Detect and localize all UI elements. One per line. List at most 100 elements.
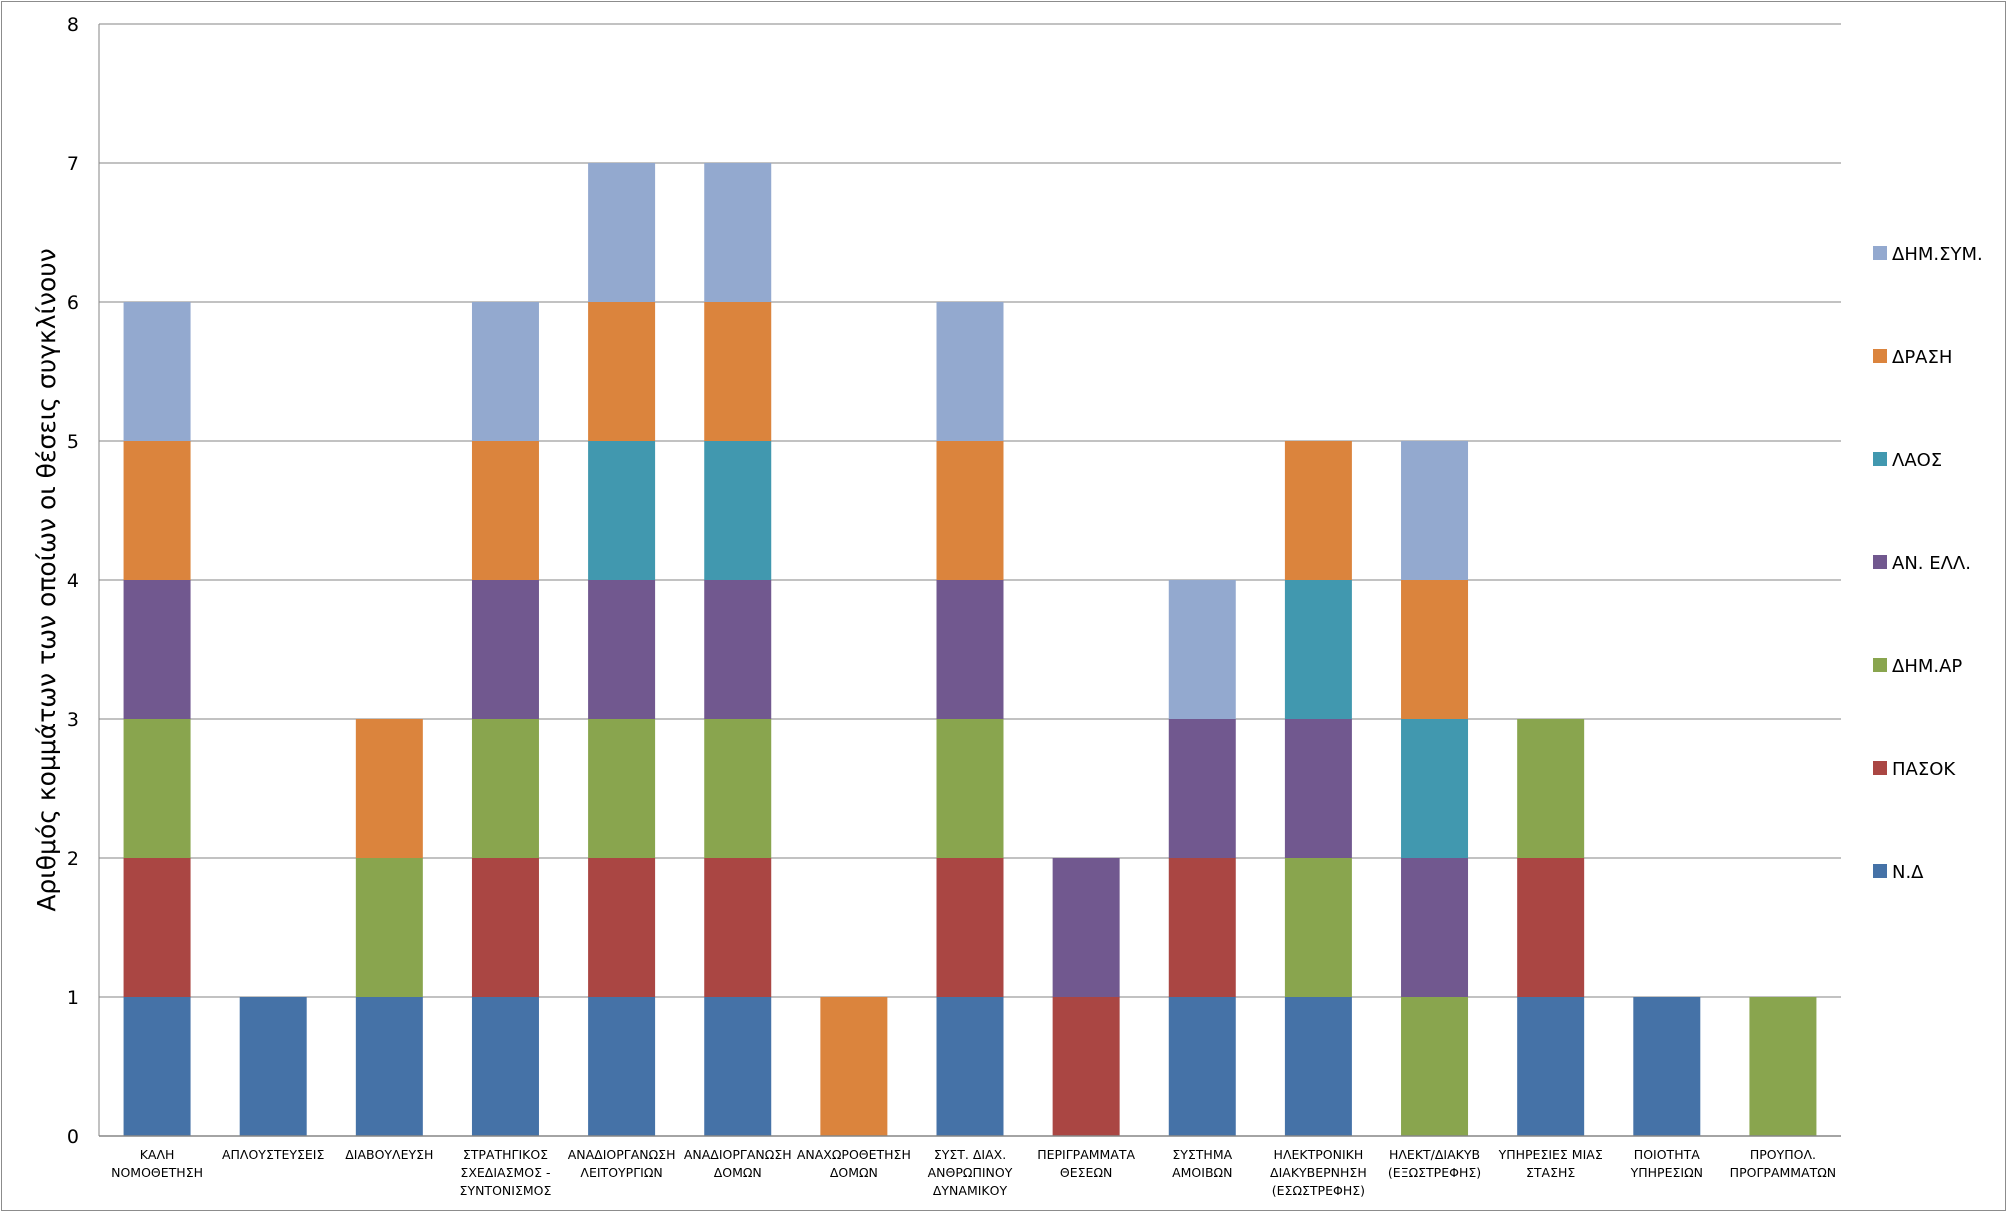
bar-segment <box>936 302 1004 441</box>
bar-segment <box>123 580 191 719</box>
x-category-label: ΠΟΙΟΤΗΤΑ <box>1634 1147 1700 1162</box>
y-tick-labels: 0 1 2 3 4 5 6 7 8 <box>67 14 79 1148</box>
x-category-label: ΥΠΗΡΕΣΙΕΣ ΜΙΑΣ <box>1498 1147 1603 1162</box>
bar-segment <box>1284 719 1352 858</box>
bar-segment <box>1401 858 1469 997</box>
bar-segment <box>471 858 539 997</box>
x-category-label: ΑΝΑΔΙΟΡΓΑΝΩΣΗ <box>568 1147 676 1162</box>
bar-segment <box>1168 997 1236 1136</box>
bar-segment <box>355 719 423 858</box>
bar-segment <box>471 580 539 719</box>
bar-segment <box>704 580 772 719</box>
y-axis-label: Αριθμός κομμάτων των οποίων οι θέσεις συ… <box>32 248 61 911</box>
legend-swatch <box>1873 452 1887 466</box>
x-category-label: ΑΝΘΡΩΠΙΝΟΥ <box>928 1165 1013 1180</box>
bar-segment <box>588 441 656 580</box>
legend: ΔΗΜ.ΣΥΜ. ΔΡΑΣΗ ΛΑΟΣ ΑΝ. ΕΛΛ. ΔΗΜ.ΑΡ ΠΑΣΟΚ Ν.Δ <box>1873 244 1983 883</box>
bar-segment <box>471 302 539 441</box>
legend-label: Ν.Δ <box>1892 862 1924 883</box>
bar-segment <box>471 441 539 580</box>
x-category-label: ΗΛΕΚΤΡΟΝΙΚΗ <box>1274 1147 1364 1162</box>
x-category-label: ΘΕΣΕΩΝ <box>1060 1165 1112 1180</box>
x-category-label: ΑΠΛΟΥΣΤΕΥΣΕΙΣ <box>222 1147 325 1162</box>
y-tick-label: 2 <box>67 848 79 870</box>
legend-label: ΠΑΣΟΚ <box>1892 759 1956 780</box>
x-category-label: ΣΤΡΑΤΗΓΙΚΟΣ <box>463 1147 548 1162</box>
bar-segment <box>1517 997 1585 1136</box>
bars <box>123 163 1817 1136</box>
legend-label: ΔΗΜ.ΑΡ <box>1892 656 1962 677</box>
bar-segment <box>1401 719 1469 858</box>
y-tick-label: 4 <box>67 570 79 592</box>
legend-label: ΔΡΑΣΗ <box>1892 347 1952 368</box>
bar-segment <box>1401 441 1469 580</box>
x-category-label: ΥΠΗΡΕΣΙΩΝ <box>1630 1165 1703 1180</box>
x-category-label: ΣΥΣΤ. ΔΙΑΧ. <box>934 1147 1006 1162</box>
bar-segment <box>123 997 191 1136</box>
bar-segment <box>1052 858 1120 997</box>
bar-segment <box>1284 858 1352 997</box>
bar-segment <box>1168 858 1236 997</box>
x-category-label: ΣΧΕΔΙΑΣΜΟΣ - <box>460 1165 550 1180</box>
y-tick-label: 3 <box>67 709 79 731</box>
bar-segment <box>1284 441 1352 580</box>
bar-segment <box>588 580 656 719</box>
bar-segment <box>588 163 656 302</box>
legend-label: ΛΑΟΣ <box>1892 450 1942 471</box>
y-tick-label: 5 <box>67 431 79 453</box>
y-tick-label: 8 <box>67 14 79 36</box>
bar-segment <box>1401 580 1469 719</box>
x-category-label: ΔΙΑΒΟΥΛΕΥΣΗ <box>345 1147 433 1162</box>
bar-segment <box>588 302 656 441</box>
bar-segment <box>936 997 1004 1136</box>
bar-segment <box>588 719 656 858</box>
bar-segment <box>1401 997 1469 1136</box>
x-category-label: ΔΥΝΑΜΙΚΟΥ <box>933 1183 1008 1198</box>
bar-segment <box>471 997 539 1136</box>
bar-segment <box>588 997 656 1136</box>
bar-segment <box>123 858 191 997</box>
bar-segment <box>1284 580 1352 719</box>
bar-segment <box>936 719 1004 858</box>
bar-segment <box>123 441 191 580</box>
bar-segment <box>123 719 191 858</box>
legend-label: ΔΗΜ.ΣΥΜ. <box>1892 244 1983 265</box>
x-category-label: ΠΡΟΓΡΑΜΜΑΤΩΝ <box>1730 1165 1837 1180</box>
legend-swatch <box>1873 864 1887 878</box>
x-category-label: ΛΕΙΤΟΥΡΓΙΩΝ <box>580 1165 662 1180</box>
bar-segment <box>1168 719 1236 858</box>
x-category-label: ΠΡΟΥΠΟΛ. <box>1750 1147 1816 1162</box>
bar-segment <box>936 580 1004 719</box>
bar-segment <box>704 441 772 580</box>
legend-swatch <box>1873 555 1887 569</box>
y-tick-label: 1 <box>67 987 79 1009</box>
bar-segment <box>1633 997 1701 1136</box>
x-category-label: ΑΝΑΧΩΡΟΘΕΤΗΣΗ <box>797 1147 911 1162</box>
bar-segment <box>1284 997 1352 1136</box>
y-tick-label: 6 <box>67 292 79 314</box>
x-category-label: ΣΥΣΤΗΜΑ <box>1172 1147 1232 1162</box>
bar-segment <box>239 997 307 1136</box>
bar-segment <box>820 997 888 1136</box>
legend-swatch <box>1873 761 1887 775</box>
bar-segment <box>704 719 772 858</box>
x-category-label: ΔΟΜΩΝ <box>830 1165 878 1180</box>
bar-segment <box>1168 580 1236 719</box>
x-category-label: ΝΟΜΟΘΕΤΗΣΗ <box>111 1165 203 1180</box>
bar-segment <box>1749 997 1817 1136</box>
x-category-label: (ΕΞΩΣΤΡΕΦΗΣ) <box>1388 1165 1481 1180</box>
x-category-label: ΑΝΑΔΙΟΡΓΑΝΩΣΗ <box>684 1147 792 1162</box>
x-category-label: ΗΛΕΚΤ/ΔΙΑΚΥΒ <box>1389 1147 1480 1162</box>
bar-segment <box>1517 858 1585 997</box>
bar-segment <box>355 858 423 997</box>
y-tick-label: 7 <box>67 153 79 175</box>
x-category-label: ΔΟΜΩΝ <box>714 1165 762 1180</box>
x-category-labels: ΚΑΛΗ ΝΟΜΟΘΕΤΗΣΗ ΑΠΛΟΥΣΤΕΥΣΕΙΣ ΔΙΑΒΟΥΛΕΥΣΗ ΣΤ… <box>111 1147 1836 1198</box>
x-category-label: ΣΥΝΤΟΝΙΣΜΟΣ <box>460 1183 552 1198</box>
bar-segment <box>704 163 772 302</box>
x-category-label: ΠΕΡΙΓΡΑΜΜΑΤΑ <box>1037 1147 1135 1162</box>
y-tick-label: 0 <box>67 1126 79 1148</box>
x-category-label: (ΕΣΩΣΤΡΕΦΗΣ) <box>1272 1183 1365 1198</box>
